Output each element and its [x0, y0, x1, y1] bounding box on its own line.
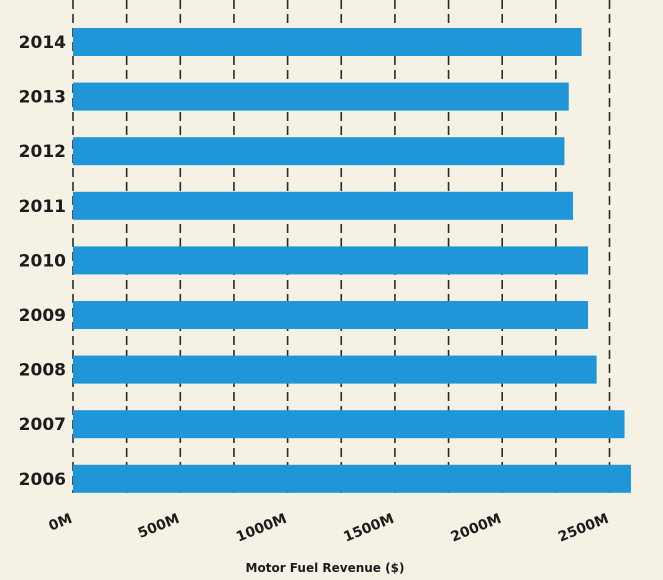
bar-2009: [73, 301, 589, 329]
y-tick-label: 2008: [19, 361, 66, 381]
y-tick-label: 2012: [19, 142, 66, 162]
y-tick-label: 2013: [19, 88, 66, 108]
x-axis-title: Motor Fuel Revenue ($): [246, 561, 405, 575]
bar-2008: [73, 355, 597, 384]
y-tick-label: 2006: [19, 470, 66, 490]
bar-2014: [73, 28, 582, 56]
y-tick-label: 2007: [19, 415, 66, 435]
bar-2006: [73, 464, 631, 493]
bar-2013: [73, 82, 569, 111]
y-tick-label: 2010: [19, 251, 66, 271]
y-axis-labels: 2014 2013 2012 2011 2010 2009 2008 2007 2006: [19, 33, 66, 490]
y-tick-label: 2014: [19, 33, 66, 53]
bar-2011: [73, 191, 574, 220]
y-tick-label: 2011: [19, 197, 66, 217]
bar-2012: [73, 137, 565, 166]
bar-2010: [73, 246, 589, 275]
bars: [73, 28, 631, 493]
y-tick-label: 2009: [19, 306, 66, 326]
bar-2007: [73, 410, 625, 439]
